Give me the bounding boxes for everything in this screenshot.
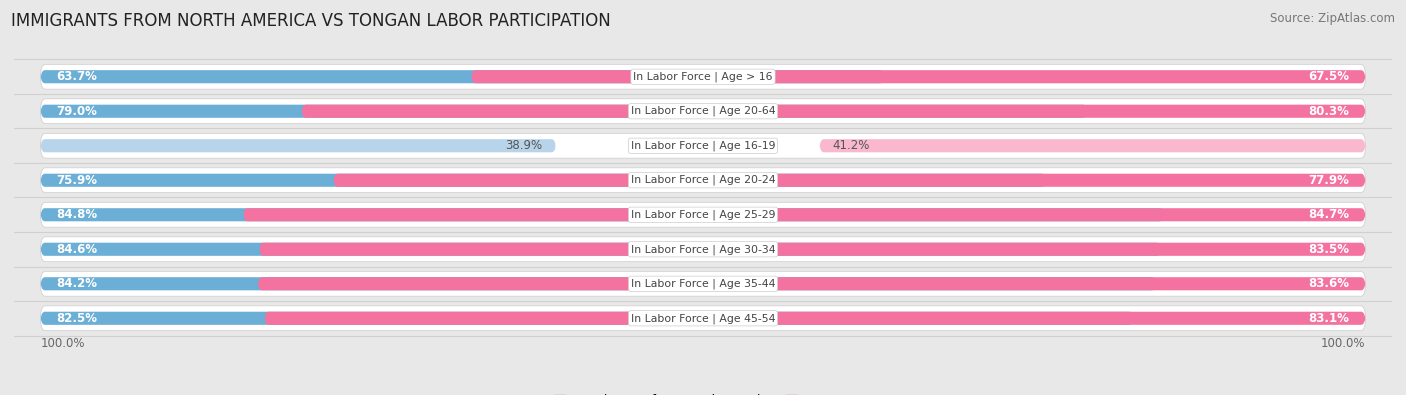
Text: Source: ZipAtlas.com: Source: ZipAtlas.com — [1270, 12, 1395, 25]
FancyBboxPatch shape — [257, 277, 1365, 290]
Text: 67.5%: 67.5% — [1309, 70, 1350, 83]
Text: 83.1%: 83.1% — [1309, 312, 1350, 325]
FancyBboxPatch shape — [264, 312, 1365, 325]
Text: In Labor Force | Age 35-44: In Labor Force | Age 35-44 — [631, 278, 775, 289]
FancyBboxPatch shape — [41, 105, 1087, 118]
Text: In Labor Force | Age > 16: In Labor Force | Age > 16 — [633, 71, 773, 82]
FancyBboxPatch shape — [41, 168, 1365, 193]
FancyBboxPatch shape — [41, 306, 1365, 331]
FancyBboxPatch shape — [243, 208, 1365, 221]
Text: 84.2%: 84.2% — [56, 277, 97, 290]
Text: In Labor Force | Age 25-29: In Labor Force | Age 25-29 — [631, 209, 775, 220]
FancyBboxPatch shape — [41, 271, 1365, 296]
Text: 100.0%: 100.0% — [41, 337, 84, 350]
Text: 84.6%: 84.6% — [56, 243, 97, 256]
Text: 41.2%: 41.2% — [832, 139, 870, 152]
FancyBboxPatch shape — [471, 70, 1365, 83]
FancyBboxPatch shape — [41, 237, 1365, 261]
Text: In Labor Force | Age 20-64: In Labor Force | Age 20-64 — [631, 106, 775, 117]
Text: 38.9%: 38.9% — [506, 139, 543, 152]
Text: 77.9%: 77.9% — [1309, 174, 1350, 187]
FancyBboxPatch shape — [41, 277, 1156, 290]
Text: In Labor Force | Age 16-19: In Labor Force | Age 16-19 — [631, 141, 775, 151]
FancyBboxPatch shape — [41, 134, 1365, 158]
Text: 84.7%: 84.7% — [1309, 208, 1350, 221]
FancyBboxPatch shape — [820, 139, 1365, 152]
Text: 100.0%: 100.0% — [1322, 337, 1365, 350]
Text: 63.7%: 63.7% — [56, 70, 97, 83]
FancyBboxPatch shape — [259, 243, 1365, 256]
FancyBboxPatch shape — [41, 208, 1164, 221]
FancyBboxPatch shape — [41, 174, 1046, 187]
Text: 83.5%: 83.5% — [1309, 243, 1350, 256]
FancyBboxPatch shape — [41, 243, 1161, 256]
FancyBboxPatch shape — [333, 174, 1365, 187]
FancyBboxPatch shape — [41, 312, 1133, 325]
Text: In Labor Force | Age 45-54: In Labor Force | Age 45-54 — [631, 313, 775, 324]
Text: 84.8%: 84.8% — [56, 208, 97, 221]
FancyBboxPatch shape — [41, 139, 555, 152]
FancyBboxPatch shape — [41, 64, 1365, 89]
Text: 80.3%: 80.3% — [1309, 105, 1350, 118]
Text: 83.6%: 83.6% — [1309, 277, 1350, 290]
FancyBboxPatch shape — [41, 99, 1365, 124]
Text: In Labor Force | Age 30-34: In Labor Force | Age 30-34 — [631, 244, 775, 254]
FancyBboxPatch shape — [41, 70, 884, 83]
FancyBboxPatch shape — [301, 105, 1365, 118]
Text: 82.5%: 82.5% — [56, 312, 97, 325]
FancyBboxPatch shape — [41, 202, 1365, 227]
Text: 79.0%: 79.0% — [56, 105, 97, 118]
Legend: Immigrants from North America, Tongan: Immigrants from North America, Tongan — [554, 394, 852, 395]
Text: In Labor Force | Age 20-24: In Labor Force | Age 20-24 — [631, 175, 775, 186]
Text: IMMIGRANTS FROM NORTH AMERICA VS TONGAN LABOR PARTICIPATION: IMMIGRANTS FROM NORTH AMERICA VS TONGAN … — [11, 12, 612, 30]
Text: 75.9%: 75.9% — [56, 174, 97, 187]
